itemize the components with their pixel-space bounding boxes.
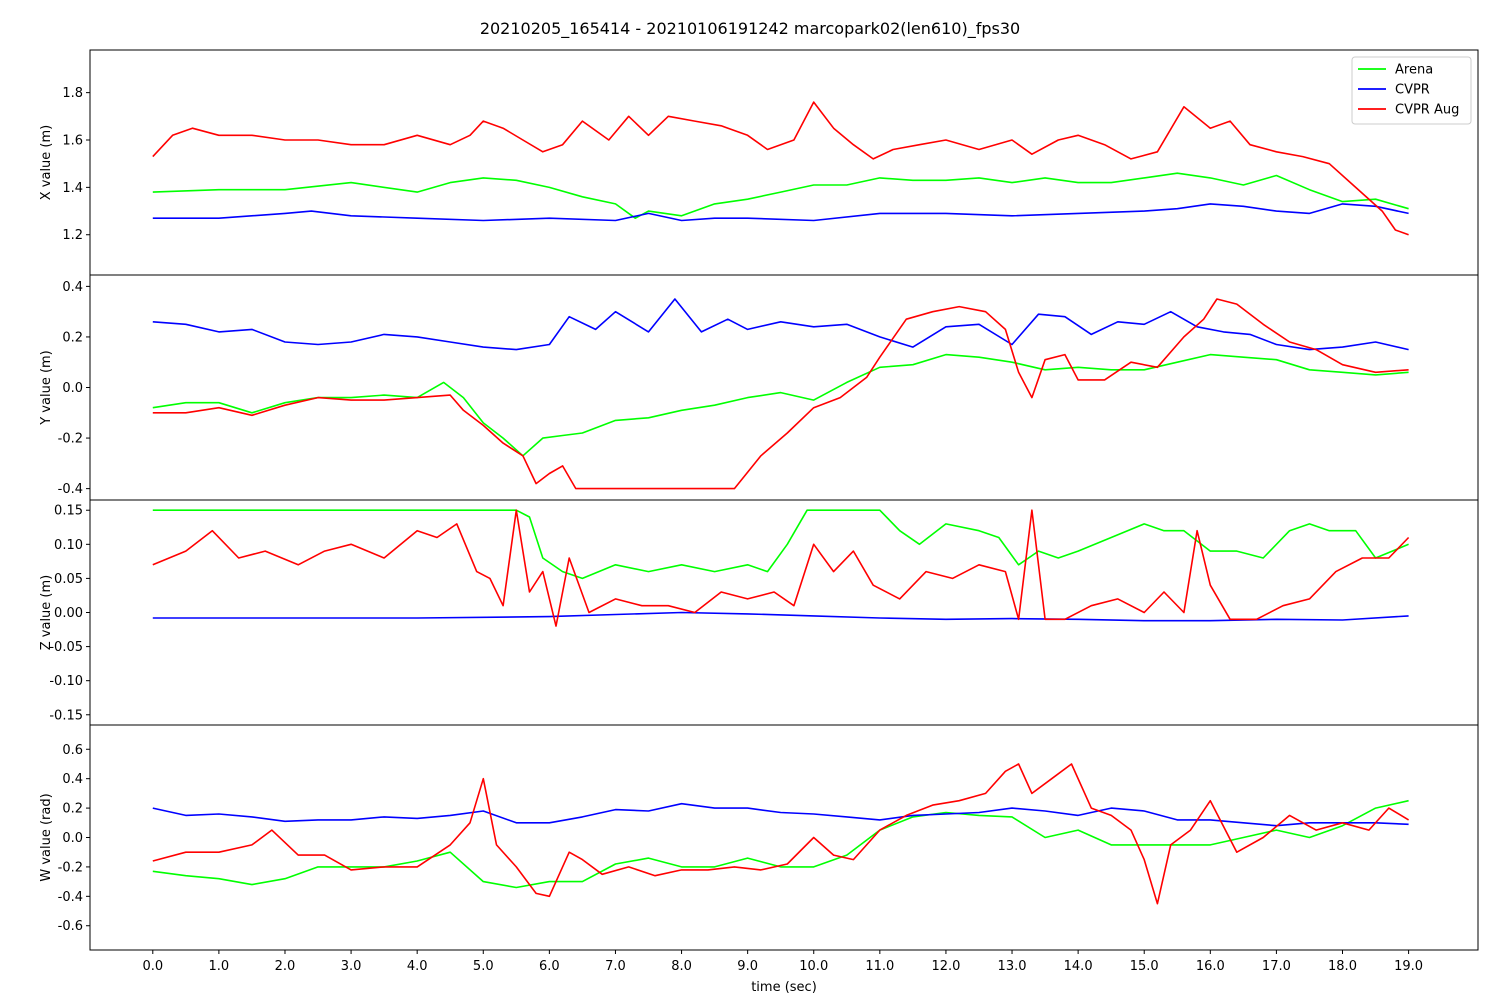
y-tick-label: -0.10 [49,674,83,689]
series-line-arena [152,353,1409,457]
chart-title: 20210205_165414 - 20210106191242 marcopa… [480,19,1020,39]
y-tick-label: 1.2 [62,228,83,243]
series-line-cvpr-aug [152,101,1409,236]
series-line-cvpr-aug [152,298,1409,490]
panel-frame [89,274,1479,501]
x-tick-label: 3.0 [341,959,362,974]
legend-box [1351,56,1472,125]
x-tick-label: 0.0 [142,959,163,974]
panel-1: 1.2 1.4 1.6 1.8 X value (m) [39,49,1479,276]
y-tick-label: 0.4 [62,280,83,295]
panel-3: -0.15 -0.10 -0.05 0.00 0.05 0.10 0.15 Z value (… [39,499,1479,726]
y-axis-label: Z value (m) [39,575,54,651]
series-line-arena [152,799,1409,889]
legend: Arena CVPR CVPR Aug [1351,56,1472,125]
x-tick-label: 8.0 [671,959,692,974]
y-axis-label: Y value (m) [39,350,54,426]
series-line-cvpr [152,611,1409,622]
series-group [152,298,1409,490]
x-tick-label: 16.0 [1196,959,1225,974]
y-tick-label: 0.00 [54,606,83,621]
x-tick-label: 9.0 [737,959,758,974]
series-group [152,101,1409,236]
x-tick-label: 6.0 [539,959,560,974]
panel-frame [89,49,1479,276]
series-line-cvpr [152,802,1409,827]
series-group [152,763,1410,905]
x-tick-label: 7.0 [605,959,626,974]
y-tick-label: -0.6 [58,919,83,934]
x-tick-label: 12.0 [931,959,960,974]
x-tick-label: 19.0 [1394,959,1423,974]
panel-2: -0.4 -0.2 0.0 0.2 0.4 Y value (m) [39,274,1479,501]
y-tick-label: 0.15 [54,504,83,519]
y-tick-label: 0.10 [54,538,83,553]
y-tick-label: 0.2 [62,802,83,817]
legend-label: CVPR [1395,83,1430,98]
series-line-cvpr-aug [152,763,1410,905]
y-tick-label: 0.0 [62,381,83,396]
x-tick-label: 11.0 [865,959,894,974]
panels-layer: 1.2 1.4 1.6 1.8 X value (m) -0.4 -0.2 0.0 0.2 0.4… [39,49,1479,974]
series-line-cvpr-aug [152,509,1410,627]
x-tick-label: 4.0 [407,959,428,974]
y-axis-label: X value (m) [39,125,54,201]
y-tick-label: -0.4 [58,482,83,497]
y-tick-label: -0.2 [58,432,83,447]
x-tick-label: 18.0 [1328,959,1357,974]
series-group [152,509,1410,627]
series-line-arena [152,172,1409,219]
series-line-cvpr [152,203,1409,222]
x-tick-label: 13.0 [998,959,1027,974]
x-tick-label: 17.0 [1262,959,1291,974]
y-tick-label: 1.4 [62,181,83,196]
y-axis-label: W value (rad) [39,793,54,881]
x-tick-label: 1.0 [209,959,230,974]
x-tick-label: 15.0 [1130,959,1159,974]
y-tick-label: 0.2 [62,330,83,345]
y-tick-label: 0.0 [62,831,83,846]
legend-label: Arena [1395,63,1433,78]
y-tick-label: -0.05 [49,640,83,655]
x-tick-label: 2.0 [275,959,296,974]
y-tick-label: -0.4 [58,890,83,905]
panel-4: -0.6 -0.4 -0.2 0.0 0.2 0.4 0.6 W value (rad) 0.0… [39,724,1479,974]
series-line-cvpr [152,298,1409,351]
x-tick-label: 10.0 [799,959,828,974]
y-tick-label: 0.6 [62,743,83,758]
x-tick-label: 14.0 [1064,959,1093,974]
series-line-arena [152,509,1409,580]
x-tick-label: 5.0 [473,959,494,974]
y-tick-label: 0.05 [54,572,83,587]
y-tick-label: 1.6 [62,134,83,149]
legend-label: CVPR Aug [1395,103,1459,118]
y-tick-label: -0.2 [58,860,83,875]
y-tick-label: 1.8 [62,86,83,101]
x-axis-label: time (sec) [751,980,817,995]
y-tick-label: 0.4 [62,772,83,787]
y-tick-label: -0.15 [49,708,83,723]
panel-frame [89,724,1479,951]
